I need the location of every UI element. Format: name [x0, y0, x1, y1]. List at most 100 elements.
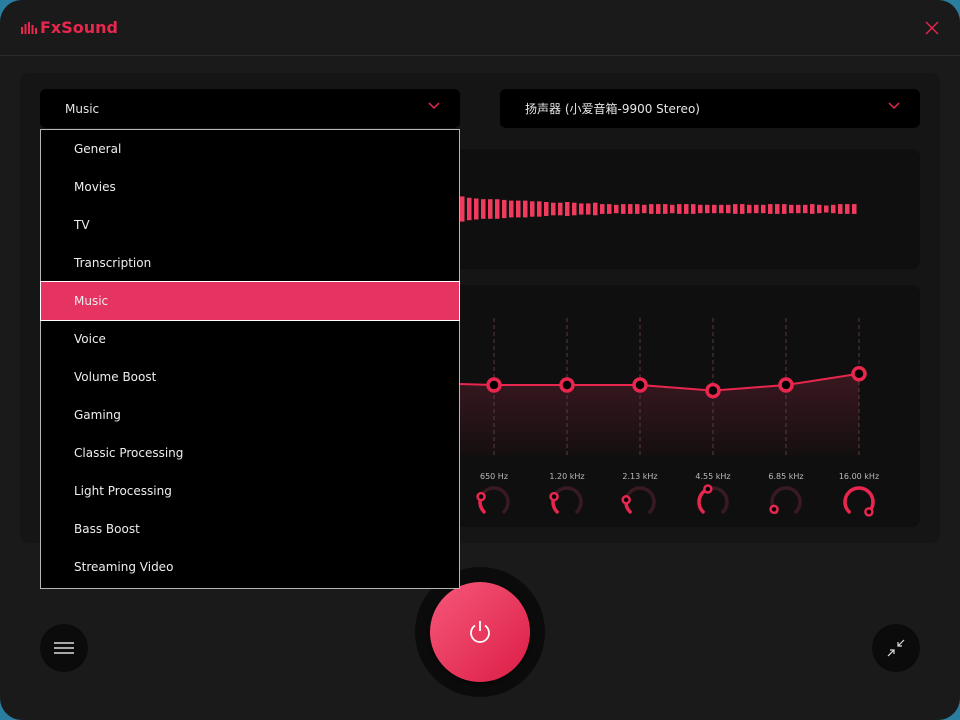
preset-option[interactable]: Bass Boost: [74, 522, 140, 536]
spectrum-bar: [852, 204, 857, 214]
chevron-down-icon: [428, 102, 440, 110]
spectrum-bar: [565, 202, 570, 216]
spectrum-bar: [502, 199, 507, 219]
eq-band-handle[interactable]: [778, 377, 794, 393]
preset-option[interactable]: General: [74, 142, 122, 156]
spectrum-bar: [614, 204, 619, 214]
menu-button[interactable]: [40, 624, 88, 672]
knob-handle[interactable]: [864, 507, 874, 517]
spectrum-bar: [845, 204, 850, 214]
spectrum-bar: [691, 204, 696, 214]
spectrum-bar: [579, 203, 584, 215]
title-bar: FxSound: [0, 0, 960, 56]
spectrum-bar: [831, 204, 836, 214]
eq-frequency-label: 16.00 kHz: [838, 472, 880, 481]
spectrum-visualizer: [460, 196, 857, 222]
close-icon[interactable]: [924, 20, 940, 36]
spectrum-bar: [649, 204, 654, 214]
spectrum-bar: [663, 204, 668, 214]
eq-frequency-label: 4.55 kHz: [695, 472, 731, 481]
power-button[interactable]: [430, 582, 530, 682]
spectrum-bar: [607, 204, 612, 214]
eq-area: [460, 373, 859, 455]
spectrum-bar: [460, 196, 465, 222]
knob-handle[interactable]: [769, 504, 779, 515]
eq-band-handle[interactable]: [705, 382, 721, 399]
spectrum-bar: [600, 204, 605, 214]
preset-select[interactable]: Music: [40, 89, 460, 128]
knob-handle[interactable]: [476, 491, 486, 502]
spectrum-bar: [782, 204, 787, 214]
eq-graph: [459, 318, 875, 517]
spectrum-bar: [810, 204, 815, 214]
preset-dropdown-menu: General Movies TV Transcription Music Voice Vo…: [40, 129, 460, 589]
preset-option[interactable]: Gaming: [74, 408, 121, 422]
spectrum-bar: [775, 204, 780, 214]
spectrum-bar: [635, 204, 640, 214]
spectrum-bar: [698, 204, 703, 214]
eq-band-handle[interactable]: [559, 377, 575, 393]
device-selected: 扬声器 (小爱音箱-9900 Stereo): [525, 102, 700, 116]
spectrum-bar: [712, 204, 717, 214]
minimize-view-button[interactable]: [872, 624, 920, 672]
spectrum-bar: [705, 204, 710, 214]
spectrum-bar: [754, 204, 759, 214]
knob-handle[interactable]: [621, 495, 631, 505]
spectrum-bar: [488, 199, 493, 219]
knob-value-arc: [843, 486, 875, 514]
spectrum-bar: [677, 204, 682, 214]
eq-band-handle[interactable]: [486, 377, 502, 393]
spectrum-bar: [621, 204, 626, 214]
preset-selected: Music: [65, 101, 100, 116]
hamburger-icon: [54, 642, 74, 654]
spectrum-bar: [642, 204, 647, 214]
knob-handle[interactable]: [549, 491, 559, 502]
spectrum-bar: [803, 204, 808, 214]
eq-frequency-label: 2.13 kHz: [622, 472, 658, 481]
logo-bars-icon: [21, 21, 37, 34]
eq-band-handle[interactable]: [851, 366, 867, 382]
eq-frequency-label: 1.20 kHz: [549, 472, 585, 481]
preset-option[interactable]: Music: [40, 281, 460, 321]
spectrum-bar: [516, 200, 521, 218]
collapse-arrows-icon: [887, 639, 905, 657]
spectrum-bar: [593, 202, 598, 216]
eq-frequency-label: 6.85 kHz: [768, 472, 804, 481]
spectrum-bar: [796, 204, 801, 214]
eq-band-handle[interactable]: [632, 377, 648, 393]
spectrum-bar: [838, 204, 843, 214]
spectrum-bar: [558, 202, 563, 216]
logo: FxSound: [21, 18, 118, 37]
preset-option[interactable]: Transcription: [74, 256, 152, 270]
eq-frequency-label: 650 Hz: [479, 472, 509, 481]
spectrum-bar: [537, 201, 542, 217]
spectrum-bar: [747, 204, 752, 214]
knob-track: [770, 486, 802, 514]
spectrum-bar: [586, 203, 591, 215]
preset-option[interactable]: Light Processing: [74, 484, 172, 498]
preset-option[interactable]: Voice: [74, 332, 106, 346]
spectrum-bar: [817, 204, 822, 214]
spectrum-bar: [523, 200, 528, 218]
spectrum-bar: [628, 204, 633, 214]
preset-option[interactable]: Classic Processing: [74, 446, 184, 460]
preset-option[interactable]: Movies: [74, 180, 116, 194]
spectrum-bar: [670, 204, 675, 214]
spectrum-bar: [544, 202, 549, 216]
spectrum-bar: [551, 202, 556, 216]
spectrum-bar: [467, 197, 472, 221]
spectrum-bar: [481, 199, 486, 219]
device-select[interactable]: 扬声器 (小爱音箱-9900 Stereo): [500, 89, 920, 128]
spectrum-bar: [768, 204, 773, 214]
power-icon: [470, 621, 490, 643]
knob-handle[interactable]: [703, 484, 713, 494]
preset-option[interactable]: Volume Boost: [74, 370, 157, 384]
preset-option[interactable]: TV: [74, 218, 90, 232]
preset-option[interactable]: Streaming Video: [74, 560, 174, 574]
spectrum-bar: [726, 204, 731, 214]
spectrum-bar: [789, 204, 794, 214]
spectrum-bar: [572, 202, 577, 216]
app-title: FxSound: [40, 18, 118, 37]
spectrum-bar: [719, 204, 724, 214]
